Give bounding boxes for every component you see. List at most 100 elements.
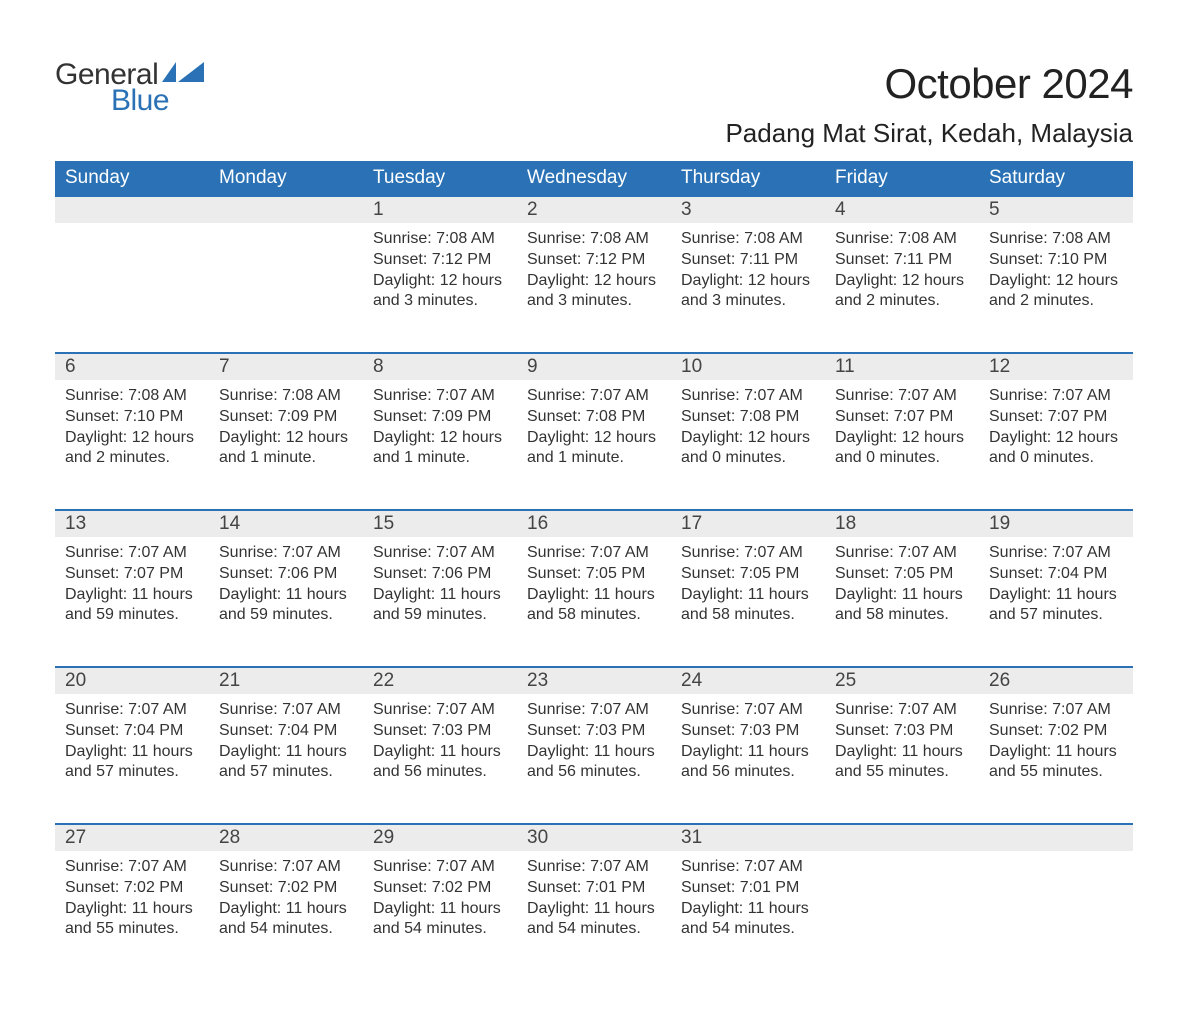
- day-sunset: Sunset: 7:09 PM: [373, 407, 507, 428]
- day-cell: Sunrise: 7:08 AMSunset: 7:10 PMDaylight:…: [979, 223, 1133, 353]
- day-number-cell: 23: [517, 667, 671, 694]
- day-sunset: Sunset: 7:10 PM: [65, 407, 199, 428]
- day-daylight2: and 2 minutes.: [989, 291, 1123, 312]
- day-sunrise: Sunrise: 7:07 AM: [219, 543, 353, 564]
- day-daylight2: and 59 minutes.: [219, 605, 353, 626]
- daynum-row: 13141516171819: [55, 510, 1133, 537]
- day-daylight1: Daylight: 12 hours: [681, 428, 815, 449]
- day-sunrise: Sunrise: 7:07 AM: [373, 857, 507, 878]
- day-sunset: Sunset: 7:02 PM: [989, 721, 1123, 742]
- day-cell: Sunrise: 7:07 AMSunset: 7:02 PMDaylight:…: [209, 851, 363, 981]
- day-number: 2: [527, 199, 538, 220]
- day-number-cell: 16: [517, 510, 671, 537]
- day-number-cell: 3: [671, 196, 825, 223]
- day-cell: Sunrise: 7:07 AMSunset: 7:09 PMDaylight:…: [363, 380, 517, 510]
- day-daylight2: and 1 minute.: [373, 448, 507, 469]
- day-body-row: Sunrise: 7:08 AMSunset: 7:10 PMDaylight:…: [55, 380, 1133, 510]
- weekday-header: Saturday: [979, 161, 1133, 196]
- day-number: 13: [65, 513, 86, 534]
- location-subtitle: Padang Mat Sirat, Kedah, Malaysia: [725, 118, 1133, 149]
- day-cell: Sunrise: 7:07 AMSunset: 7:06 PMDaylight:…: [363, 537, 517, 667]
- day-sunset: Sunset: 7:06 PM: [373, 564, 507, 585]
- day-cell: Sunrise: 7:07 AMSunset: 7:03 PMDaylight:…: [363, 694, 517, 824]
- day-daylight1: Daylight: 11 hours: [219, 742, 353, 763]
- day-daylight1: Daylight: 11 hours: [219, 899, 353, 920]
- day-number-cell: 28: [209, 824, 363, 851]
- day-cell: Sunrise: 7:07 AMSunset: 7:01 PMDaylight:…: [671, 851, 825, 981]
- day-sunrise: Sunrise: 7:07 AM: [681, 700, 815, 721]
- day-daylight2: and 54 minutes.: [373, 919, 507, 940]
- weekday-header-row: Sunday Monday Tuesday Wednesday Thursday…: [55, 161, 1133, 196]
- day-number: 1: [373, 199, 384, 220]
- day-sunrise: Sunrise: 7:08 AM: [681, 229, 815, 250]
- day-daylight1: Daylight: 12 hours: [65, 428, 199, 449]
- day-daylight2: and 57 minutes.: [219, 762, 353, 783]
- daynum-row: 6789101112: [55, 353, 1133, 380]
- day-daylight1: Daylight: 11 hours: [681, 742, 815, 763]
- day-sunrise: Sunrise: 7:07 AM: [681, 543, 815, 564]
- day-number: 10: [681, 356, 702, 377]
- day-daylight1: Daylight: 12 hours: [527, 271, 661, 292]
- day-sunset: Sunset: 7:07 PM: [989, 407, 1123, 428]
- day-cell: Sunrise: 7:07 AMSunset: 7:03 PMDaylight:…: [517, 694, 671, 824]
- day-number-cell: 2: [517, 196, 671, 223]
- day-number-cell: 8: [363, 353, 517, 380]
- day-cell: Sunrise: 7:07 AMSunset: 7:02 PMDaylight:…: [55, 851, 209, 981]
- day-daylight2: and 3 minutes.: [373, 291, 507, 312]
- day-cell: Sunrise: 7:07 AMSunset: 7:04 PMDaylight:…: [55, 694, 209, 824]
- weekday-header: Thursday: [671, 161, 825, 196]
- day-daylight2: and 3 minutes.: [681, 291, 815, 312]
- day-cell: [979, 851, 1133, 981]
- day-daylight1: Daylight: 11 hours: [65, 899, 199, 920]
- day-daylight2: and 0 minutes.: [989, 448, 1123, 469]
- day-number: 27: [65, 827, 86, 848]
- day-daylight2: and 55 minutes.: [835, 762, 969, 783]
- day-daylight1: Daylight: 11 hours: [527, 899, 661, 920]
- day-number-cell: 20: [55, 667, 209, 694]
- day-number: 29: [373, 827, 394, 848]
- day-cell: Sunrise: 7:07 AMSunset: 7:08 PMDaylight:…: [517, 380, 671, 510]
- brand-name-part2: Blue: [111, 86, 204, 116]
- day-cell: Sunrise: 7:08 AMSunset: 7:11 PMDaylight:…: [671, 223, 825, 353]
- day-number-cell: 29: [363, 824, 517, 851]
- day-sunrise: Sunrise: 7:08 AM: [65, 386, 199, 407]
- day-cell: [209, 223, 363, 353]
- day-daylight2: and 56 minutes.: [527, 762, 661, 783]
- day-sunset: Sunset: 7:08 PM: [527, 407, 661, 428]
- day-number-cell: 19: [979, 510, 1133, 537]
- weekday-header: Sunday: [55, 161, 209, 196]
- day-sunset: Sunset: 7:07 PM: [65, 564, 199, 585]
- day-number-cell: 21: [209, 667, 363, 694]
- day-number: 7: [219, 356, 230, 377]
- day-daylight2: and 0 minutes.: [681, 448, 815, 469]
- day-number-cell: 6: [55, 353, 209, 380]
- day-daylight1: Daylight: 11 hours: [65, 585, 199, 606]
- daynum-row: 20212223242526: [55, 667, 1133, 694]
- day-sunset: Sunset: 7:02 PM: [219, 878, 353, 899]
- brand-logo: General Blue: [55, 60, 204, 116]
- title-block: October 2024 Padang Mat Sirat, Kedah, Ma…: [725, 60, 1133, 149]
- day-sunset: Sunset: 7:03 PM: [373, 721, 507, 742]
- day-daylight2: and 57 minutes.: [989, 605, 1123, 626]
- day-sunset: Sunset: 7:12 PM: [373, 250, 507, 271]
- day-number-cell: 1: [363, 196, 517, 223]
- weekday-header: Wednesday: [517, 161, 671, 196]
- day-number: 8: [373, 356, 384, 377]
- day-number: 25: [835, 670, 856, 691]
- day-cell: Sunrise: 7:07 AMSunset: 7:05 PMDaylight:…: [825, 537, 979, 667]
- day-sunrise: Sunrise: 7:07 AM: [835, 386, 969, 407]
- day-daylight1: Daylight: 11 hours: [65, 742, 199, 763]
- day-sunset: Sunset: 7:03 PM: [835, 721, 969, 742]
- day-number-cell: 13: [55, 510, 209, 537]
- day-number-cell: 30: [517, 824, 671, 851]
- day-daylight1: Daylight: 11 hours: [527, 742, 661, 763]
- day-number-cell: [979, 824, 1133, 851]
- day-sunrise: Sunrise: 7:07 AM: [65, 700, 199, 721]
- day-cell: Sunrise: 7:08 AMSunset: 7:12 PMDaylight:…: [517, 223, 671, 353]
- day-daylight1: Daylight: 11 hours: [835, 742, 969, 763]
- day-sunset: Sunset: 7:03 PM: [681, 721, 815, 742]
- day-number-cell: 4: [825, 196, 979, 223]
- day-body-row: Sunrise: 7:07 AMSunset: 7:02 PMDaylight:…: [55, 851, 1133, 981]
- day-cell: Sunrise: 7:07 AMSunset: 7:02 PMDaylight:…: [979, 694, 1133, 824]
- day-daylight1: Daylight: 12 hours: [835, 428, 969, 449]
